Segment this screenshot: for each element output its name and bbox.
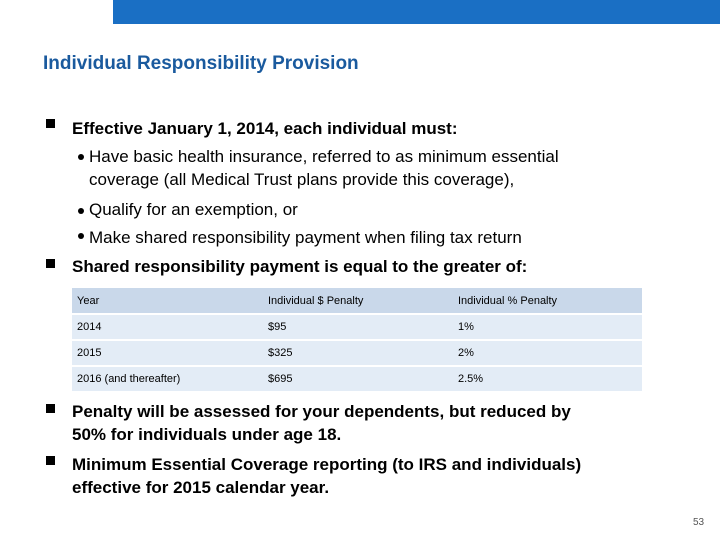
- sub-item-payment: Make shared responsibility payment when …: [89, 228, 522, 247]
- slide-title: Individual Responsibility Provision: [43, 53, 359, 74]
- table-header-cell: Individual % Penalty: [453, 288, 642, 315]
- table-cell: $95: [263, 314, 453, 341]
- bullet-dependents-line1: Penalty will be assessed for your depend…: [72, 402, 571, 421]
- table-cell: $695: [263, 366, 453, 393]
- bullet-mec-reporting-line2: effective for 2015 calendar year.: [72, 478, 330, 497]
- bullet-mec-reporting-line1: Minimum Essential Coverage reporting (to…: [72, 455, 582, 474]
- bullet-square-icon: [46, 456, 55, 465]
- table-cell: $325: [263, 340, 453, 367]
- table-cell: 2.5%: [453, 366, 642, 393]
- bullet-square-icon: [46, 404, 55, 413]
- table-header-cell: Individual $ Penalty: [263, 288, 453, 315]
- table-row: 2015 $325 2%: [72, 340, 642, 367]
- sub-bullet-dot-icon: [78, 208, 84, 214]
- table-header-row: Year Individual $ Penalty Individual % P…: [72, 288, 642, 315]
- table-header-cell: Year: [72, 288, 263, 315]
- bullet-shared-payment: Shared responsibility payment is equal t…: [72, 257, 528, 276]
- sub-item-insurance-line1: Have basic health insurance, referred to…: [89, 147, 559, 166]
- bullet-effective-date: Effective January 1, 2014, each individu…: [72, 119, 458, 138]
- sub-item-insurance-line2: coverage (all Medical Trust plans provid…: [89, 170, 515, 189]
- table-row: 2014 $95 1%: [72, 314, 642, 341]
- table-cell: 2%: [453, 340, 642, 367]
- table-cell: 2016 (and thereafter): [72, 366, 263, 393]
- table-cell: 1%: [453, 314, 642, 341]
- bullet-square-icon: [46, 119, 55, 128]
- bullet-square-icon: [46, 259, 55, 268]
- top-accent-bar: [113, 0, 720, 24]
- table-cell: 2015: [72, 340, 263, 367]
- table-row: 2016 (and thereafter) $695 2.5%: [72, 366, 642, 393]
- sub-item-exemption: Qualify for an exemption, or: [89, 200, 298, 219]
- table-cell: 2014: [72, 314, 263, 341]
- page-number: 53: [693, 517, 705, 528]
- sub-bullet-dot-icon: [78, 233, 84, 239]
- sub-bullet-dot-icon: [78, 154, 84, 160]
- penalty-table: Year Individual $ Penalty Individual % P…: [72, 288, 642, 393]
- bullet-dependents-line2: 50% for individuals under age 18.: [72, 425, 342, 444]
